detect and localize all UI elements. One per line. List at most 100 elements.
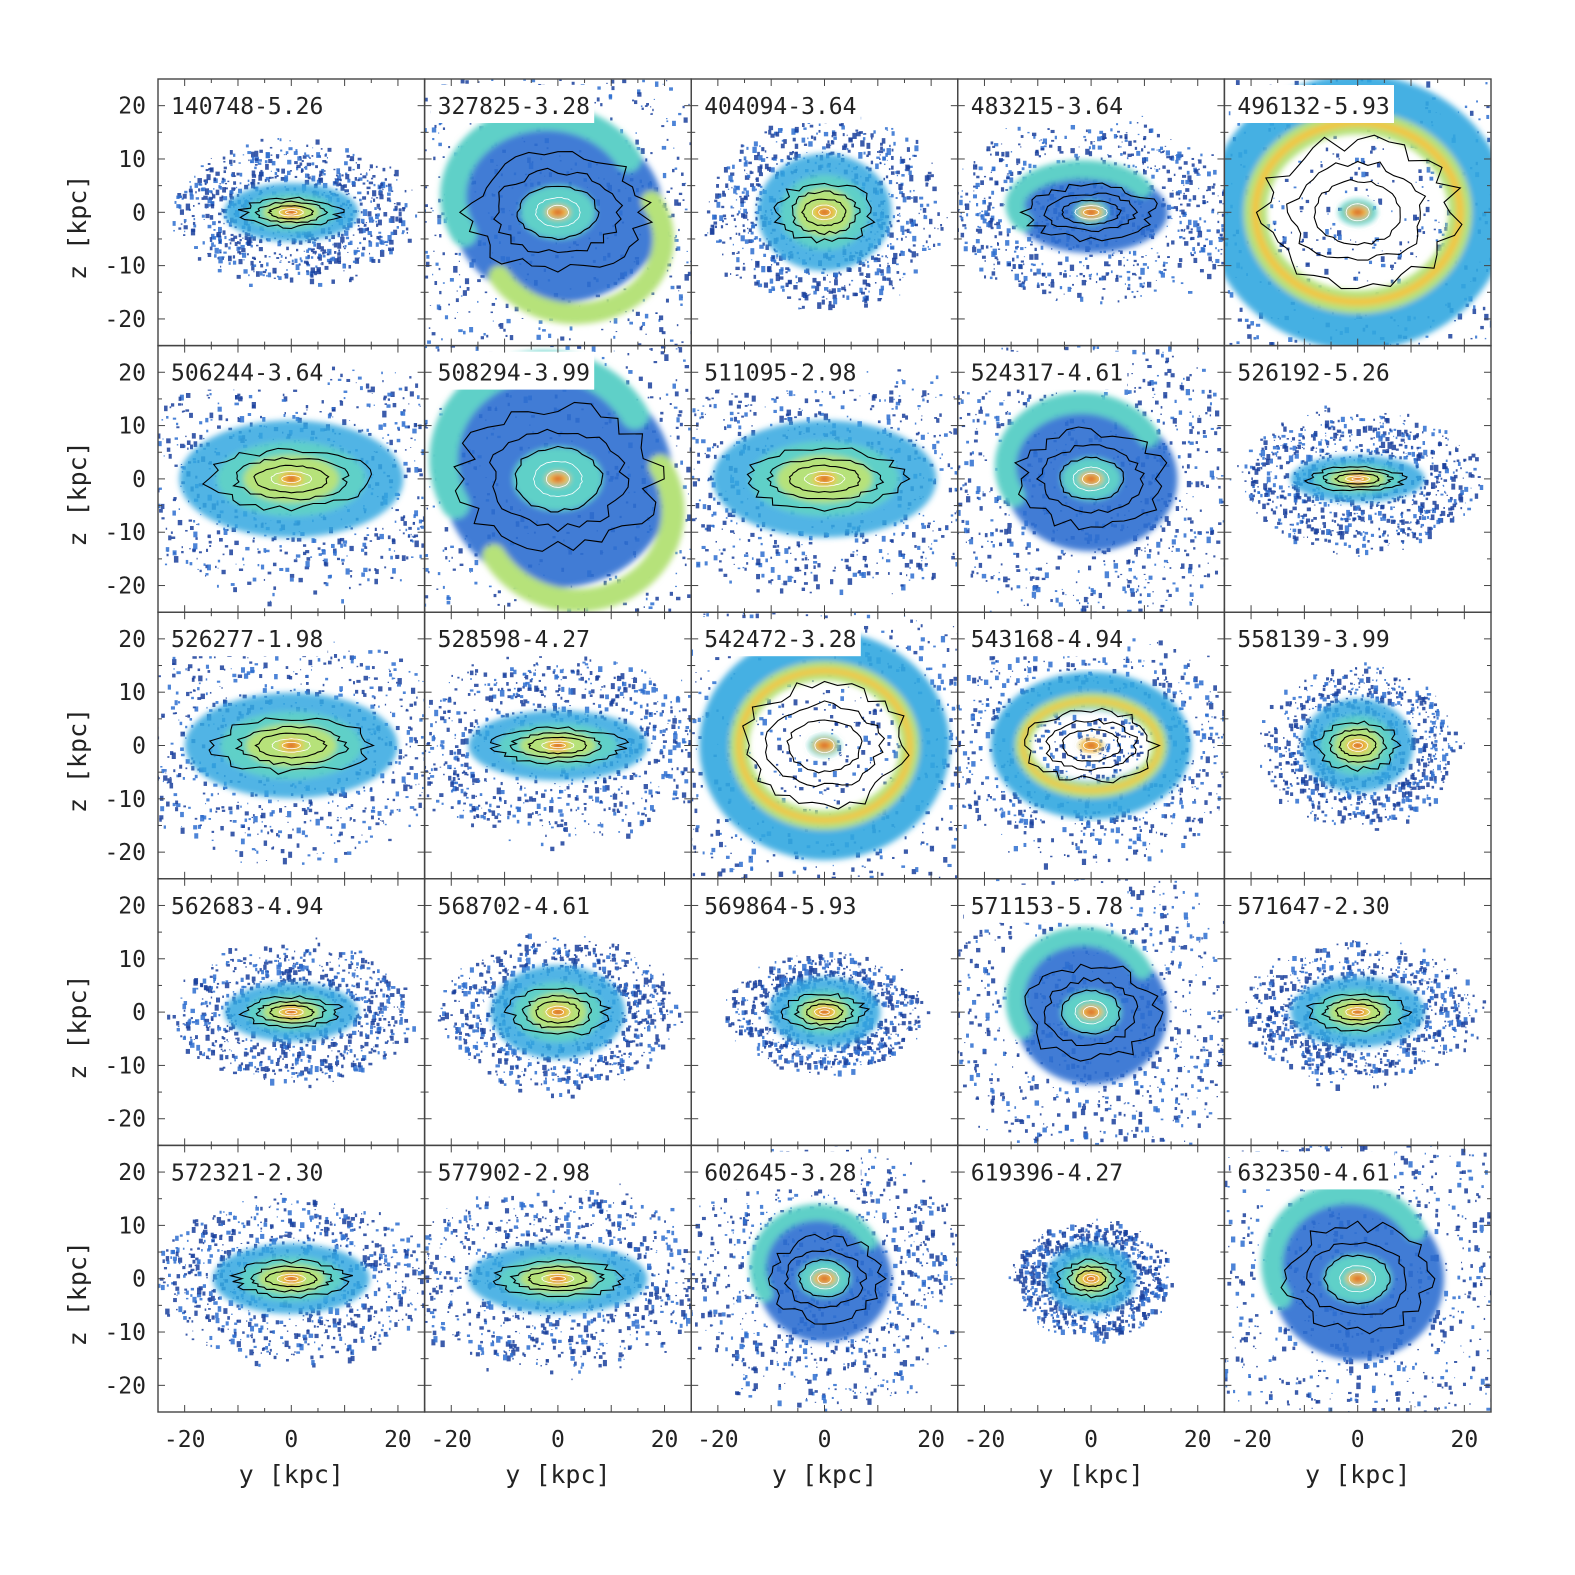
density-map [468, 710, 648, 781]
panel: 506244-3.64 [157, 344, 426, 613]
x-axis-label: y [kpc] [1038, 1460, 1143, 1489]
x-tick-label: 20 [1184, 1427, 1212, 1453]
density-map [1261, 1182, 1445, 1361]
panel-ticks [424, 78, 692, 347]
y-tick-label: 20 [118, 1160, 146, 1186]
panel-label-box [963, 85, 1128, 123]
density-map [1005, 926, 1168, 1085]
panel-label-box [1230, 884, 1394, 923]
panel-label-box [1230, 618, 1394, 657]
panel-label: 569864-5.93 [704, 894, 856, 920]
panel-label: 543168-4.94 [971, 627, 1123, 653]
panel-label-box [963, 351, 1128, 390]
contours [208, 717, 375, 775]
density-map [184, 692, 398, 799]
y-tick-label: 20 [118, 94, 146, 120]
x-tick-label: 0 [551, 1427, 565, 1453]
x-tick-label: -20 [164, 1427, 206, 1453]
x-tick-label: 20 [651, 1427, 679, 1453]
y-tick-label: -20 [104, 840, 146, 866]
panel-label: 619396-4.27 [971, 1160, 1123, 1186]
density-map [179, 420, 404, 538]
panel-ticks [1223, 1144, 1492, 1413]
contours [780, 992, 871, 1031]
panel: 569864-5.93 [690, 878, 959, 1147]
x-tick-label: 20 [384, 1427, 412, 1453]
y-tick-label: -20 [104, 574, 146, 600]
panel-label: 572321-2.30 [171, 1160, 323, 1186]
panel-label-box [430, 618, 595, 657]
panel-ticks [690, 78, 959, 347]
panel-label: 571647-2.30 [1237, 894, 1389, 920]
density-map [224, 182, 359, 242]
panel-ticks [690, 345, 959, 613]
y-tick-label: 0 [132, 200, 146, 226]
contours [1024, 963, 1164, 1062]
panel-label-box [430, 1151, 595, 1190]
x-tick-label: -20 [697, 1427, 739, 1453]
panel-ticks [157, 345, 426, 613]
y-tick-label: 20 [118, 627, 146, 653]
panel-label-box [1230, 1151, 1394, 1190]
panel-label: 526192-5.26 [1237, 361, 1389, 387]
contours [492, 1259, 625, 1298]
density-map [990, 671, 1192, 820]
panel: 562683-4.94 [157, 878, 426, 1147]
panel-label: 602645-3.28 [704, 1160, 856, 1186]
panel: 568702-4.61 [423, 878, 692, 1147]
panel-label: 632350-4.61 [1237, 1160, 1389, 1186]
panel: 619396-4.27 [957, 1144, 1226, 1413]
density-map [1290, 455, 1425, 503]
density-map [1290, 976, 1425, 1048]
panel: 140748-5.26 [157, 78, 426, 347]
density-map [749, 1203, 892, 1343]
panel: 327825-3.28 [423, 78, 692, 347]
x-tick-label: 20 [1450, 1427, 1478, 1453]
density-map [712, 420, 937, 538]
y-tick-label: 10 [118, 1213, 146, 1239]
panel-label-box [1230, 85, 1394, 123]
panel-label-box [430, 85, 595, 123]
x-tick-label: 0 [818, 1427, 832, 1453]
panel-label-box [164, 351, 328, 390]
y-axis-label: z [kpc] [63, 974, 92, 1079]
panel: 572321-2.30 [157, 1144, 426, 1413]
panel-label-box [1230, 351, 1394, 390]
panel-label: 404094-3.64 [704, 94, 856, 120]
contours [1305, 993, 1413, 1033]
y-tick-label: 10 [118, 414, 146, 440]
x-tick-label: 0 [1084, 1427, 1098, 1453]
y-tick-label: -10 [104, 1053, 146, 1079]
y-tick-label: -10 [104, 787, 146, 813]
y-tick-label: -10 [104, 1320, 146, 1346]
contours [238, 995, 344, 1029]
panel: 543168-4.94 [957, 611, 1226, 880]
panel-label: 483215-3.64 [971, 94, 1123, 120]
panel-label-box [963, 884, 1128, 923]
panel-label: 562683-4.94 [171, 894, 323, 920]
density-map [490, 965, 626, 1060]
x-axis-label: y [kpc] [505, 1460, 610, 1489]
density-map [1046, 1243, 1136, 1314]
panel-ticks [157, 1144, 426, 1413]
y-tick-label: -20 [104, 1373, 146, 1399]
panel-label: 526277-1.98 [171, 627, 323, 653]
density-map [768, 976, 881, 1048]
panel: 526277-1.98 [157, 611, 426, 880]
panel-label-box [164, 884, 328, 923]
y-tick-label: -10 [104, 254, 146, 280]
density-map [1005, 160, 1168, 254]
panel-label-box [697, 351, 861, 390]
panel-label: 542472-3.28 [704, 627, 856, 653]
panel-label: 577902-2.98 [438, 1160, 590, 1186]
panel: 511095-2.98 [690, 344, 959, 613]
y-axis-label: z [kpc] [63, 441, 92, 546]
panel-label: 568702-4.61 [438, 894, 590, 920]
contours [746, 447, 911, 512]
panel-label: 558139-3.99 [1237, 627, 1389, 653]
panel: 632350-4.61 [1223, 1144, 1492, 1413]
x-axis-label: y [kpc] [239, 1460, 344, 1489]
panel-ticks [1223, 611, 1492, 880]
y-tick-label: -20 [104, 1107, 146, 1133]
panel-ticks [424, 1144, 692, 1413]
